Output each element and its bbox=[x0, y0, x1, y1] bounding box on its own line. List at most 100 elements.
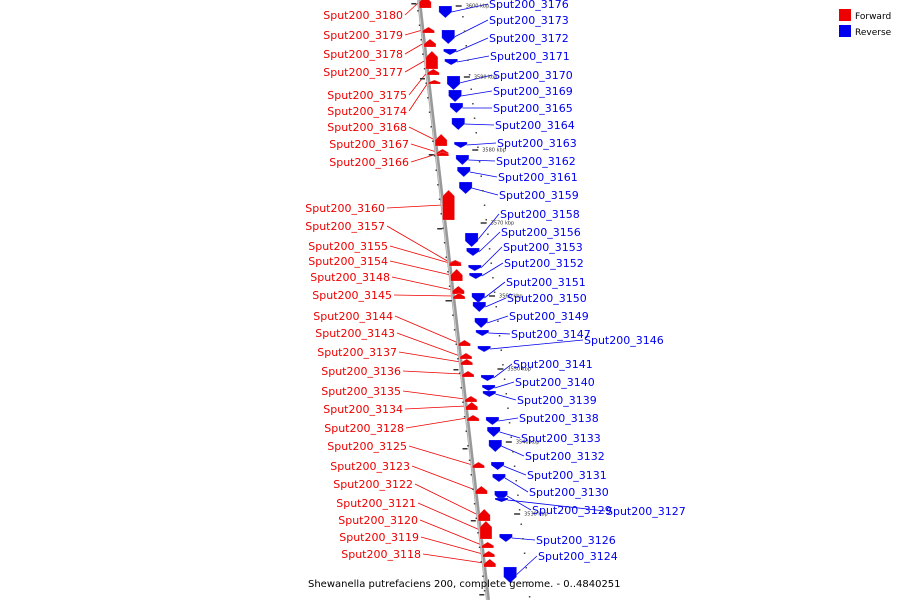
position-dot bbox=[477, 532, 479, 534]
reverse-gene-18-shape bbox=[474, 318, 488, 328]
reverse-gene-label: Sput200_3146 bbox=[584, 334, 664, 347]
forward-gene-label: Sput200_3145 bbox=[312, 289, 392, 302]
position-dot bbox=[455, 343, 458, 345]
reverse-gene-label: Sput200_3139 bbox=[517, 394, 597, 407]
reverse-gene-16 bbox=[471, 292, 486, 304]
reverse-gene-label: Sput200_3158 bbox=[500, 208, 580, 221]
reverse-gene-13-shape bbox=[466, 248, 480, 256]
reverse-gene-label: Sput200_3126 bbox=[536, 534, 616, 547]
position-dot bbox=[422, 53, 424, 55]
reverse-gene-32-outline bbox=[503, 566, 517, 584]
forward-gene-11-shape bbox=[449, 260, 462, 266]
reverse-gene-18-outline bbox=[474, 317, 488, 329]
forward-gene-9-shape bbox=[442, 190, 455, 220]
reverse-leader-line bbox=[466, 142, 497, 146]
reverse-gene-18 bbox=[474, 317, 488, 329]
legend-label-reverse: Reverse bbox=[855, 28, 892, 38]
position-dot bbox=[453, 329, 456, 331]
reverse-leader-line bbox=[464, 123, 495, 126]
reverse-leader-line bbox=[481, 262, 504, 277]
reverse-gene-10-outline bbox=[456, 166, 471, 178]
forward-gene-13 bbox=[452, 285, 465, 295]
position-dot bbox=[472, 488, 474, 490]
forward-gene-4 bbox=[426, 68, 440, 76]
position-dot bbox=[450, 300, 452, 302]
tick-dash bbox=[428, 154, 434, 156]
position-dot bbox=[428, 111, 431, 113]
reverse-gene-label: Sput200_3131 bbox=[527, 469, 607, 482]
reverse-gene-label: Sput200_3130 bbox=[529, 486, 609, 499]
reverse-gene-6-shape bbox=[449, 103, 463, 113]
reverse-gene-label: Sput200_3164 bbox=[495, 119, 575, 132]
forward-gene-22-shape bbox=[472, 462, 485, 468]
reverse-gene-3-shape bbox=[444, 59, 458, 65]
reverse-gene-8 bbox=[453, 141, 468, 149]
position-dot bbox=[520, 523, 523, 525]
reverse-gene-25-outline bbox=[486, 426, 501, 438]
reverse-leader-line bbox=[515, 555, 538, 576]
forward-gene-label: Sput200_3174 bbox=[327, 105, 407, 118]
position-dot bbox=[462, 401, 464, 403]
forward-gene-15-shape bbox=[458, 340, 471, 346]
scale-ticks: 3600 kbp 3590 kbp 3580 kbp 3570 kbp 3560 kbp… bbox=[455, 4, 548, 518]
legend-swatch-reverse bbox=[839, 25, 851, 37]
forward-gene-label: Sput200_3125 bbox=[327, 440, 407, 453]
reverse-gene-9-shape bbox=[455, 155, 469, 165]
reverse-gene-25-shape bbox=[487, 427, 501, 437]
forward-gene-label: Sput200_3160 bbox=[305, 202, 385, 215]
reverse-gene-label: Sput200_3152 bbox=[504, 257, 584, 270]
tick-dash bbox=[453, 369, 459, 371]
reverse-gene-13-outline bbox=[466, 247, 480, 257]
position-dot bbox=[495, 306, 497, 308]
reverse-gene-5-shape bbox=[448, 90, 462, 102]
forward-leader-line bbox=[389, 245, 450, 264]
position-dot bbox=[482, 575, 484, 577]
reverse-gene-26 bbox=[488, 439, 503, 453]
scale-tick-label: 3530 kbp bbox=[524, 512, 548, 518]
forward-gene-1-shape bbox=[422, 27, 435, 33]
position-dot bbox=[468, 459, 471, 461]
position-dot bbox=[465, 45, 467, 47]
forward-gene-label: Sput200_3166 bbox=[329, 156, 409, 169]
forward-gene-label: Sput200_3128 bbox=[324, 422, 404, 435]
reverse-gene-label: Sput200_3129 bbox=[532, 504, 612, 517]
reverse-gene-4-shape bbox=[447, 76, 461, 90]
reverse-gene-1-outline bbox=[441, 29, 456, 45]
reverse-gene-8-shape bbox=[454, 142, 468, 148]
forward-gene-18-shape bbox=[462, 371, 475, 377]
forward-gene-label: Sput200_3178 bbox=[323, 48, 403, 61]
genome-caption: Shewanella putrefaciens 200, complete ge… bbox=[308, 579, 621, 590]
position-dot bbox=[478, 546, 481, 548]
forward-gene-23 bbox=[475, 485, 488, 495]
forward-gene-20-shape bbox=[465, 402, 478, 410]
reverse-gene-24 bbox=[485, 416, 500, 426]
reverse-gene-25 bbox=[486, 426, 501, 438]
forward-gene-16-shape bbox=[459, 353, 472, 359]
forward-gene-25-outline bbox=[479, 520, 493, 540]
reverse-gene-15-outline bbox=[468, 272, 483, 280]
reverse-gene-11 bbox=[458, 181, 473, 195]
forward-gene-label: Sput200_3134 bbox=[323, 403, 403, 416]
reverse-gene-label: Sput200_3132 bbox=[525, 450, 605, 463]
forward-gene-label: Sput200_3155 bbox=[308, 240, 388, 253]
reverse-gene-label: Sput200_3156 bbox=[501, 226, 581, 239]
scale-tick-label: 3550 kbp bbox=[507, 367, 531, 373]
reverse-gene-label: Sput200_3173 bbox=[489, 14, 569, 27]
reverse-gene-11-outline bbox=[458, 181, 473, 195]
forward-gene-16 bbox=[459, 352, 473, 360]
forward-gene-6-outline bbox=[434, 133, 448, 147]
position-dot bbox=[417, 10, 419, 12]
forward-gene-label: Sput200_3179 bbox=[323, 29, 403, 42]
position-dot bbox=[462, 16, 464, 18]
forward-gene-label: Sput200_3144 bbox=[313, 310, 393, 323]
forward-gene-25-shape bbox=[479, 521, 492, 539]
position-dot bbox=[500, 349, 503, 351]
forward-leader-line bbox=[422, 553, 484, 564]
reverse-leader-line bbox=[494, 381, 515, 389]
position-dot bbox=[470, 88, 472, 90]
forward-gene-label: Sput200_3119 bbox=[339, 531, 419, 544]
reverse-gene-6-outline bbox=[449, 102, 464, 114]
position-markers bbox=[411, 3, 531, 598]
forward-leader-line bbox=[402, 370, 463, 375]
